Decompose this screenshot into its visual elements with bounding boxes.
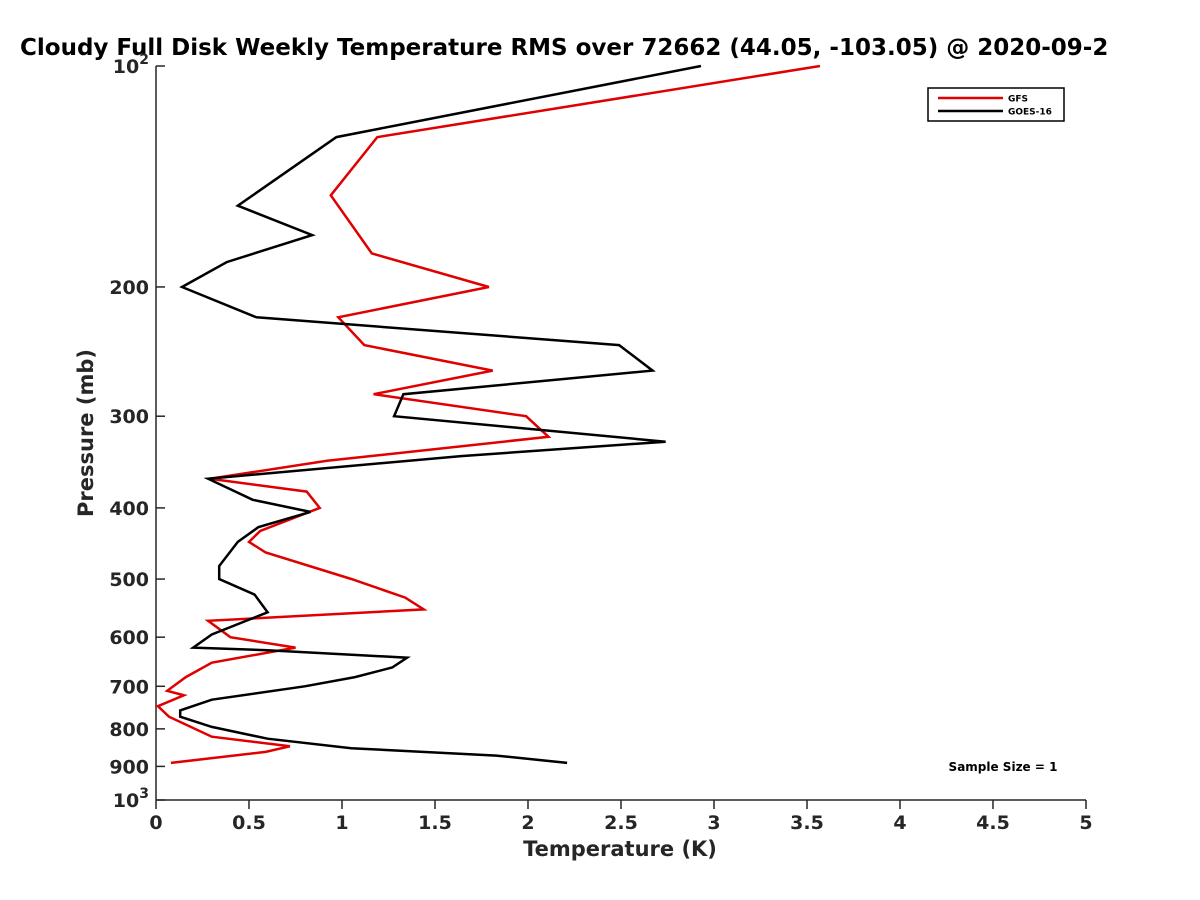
series-group (155, 64, 821, 765)
x-tick-label: 1 (335, 812, 348, 834)
series-line-goes-16 (178, 64, 702, 765)
x-tick-label: 4 (893, 812, 906, 834)
x-tick-label: 0 (149, 812, 162, 834)
legend-label: GOES-16 (1008, 108, 1052, 118)
sample-size-annotation: Sample Size = 1 (949, 760, 1058, 774)
y-tick-label: 800 (109, 719, 149, 741)
y-tick-label: 102 (113, 52, 149, 78)
x-tick-label: 4.5 (976, 812, 1010, 834)
axes: 0 0.5 1 1.5 2 2.5 3 3.5 4 4.5 5 102 200 300 400 500 600 7… (109, 52, 1092, 834)
y-tick-label: 300 (109, 406, 149, 428)
y-tick-label: 900 (109, 756, 149, 778)
x-tick-label: 5 (1079, 812, 1092, 834)
x-tick-label: 3.5 (790, 812, 824, 834)
x-tick-label: 2.5 (604, 812, 638, 834)
y-tick-label: 103 (113, 786, 149, 812)
series-line-gfs (155, 64, 821, 765)
legend: GFS GOES-16 (927, 87, 1065, 122)
y-tick-label: 700 (109, 676, 149, 698)
y-tick-label: 200 (109, 277, 149, 299)
x-tick-label: 2 (521, 812, 534, 834)
x-tick-label: 0.5 (232, 812, 266, 834)
x-axis-label: Temperature (K) (523, 837, 717, 861)
y-tick-label: 500 (109, 569, 149, 591)
legend-box (927, 87, 1065, 122)
y-axis-label: Pressure (mb) (74, 349, 98, 517)
legend-label: GFS (1008, 95, 1028, 105)
x-tick-label: 3 (707, 812, 720, 834)
chart-title: Cloudy Full Disk Weekly Temperature RMS … (20, 35, 1108, 61)
y-tick-label: 400 (109, 498, 149, 520)
x-tick-label: 1.5 (418, 812, 452, 834)
y-tick-label: 600 (109, 627, 149, 649)
